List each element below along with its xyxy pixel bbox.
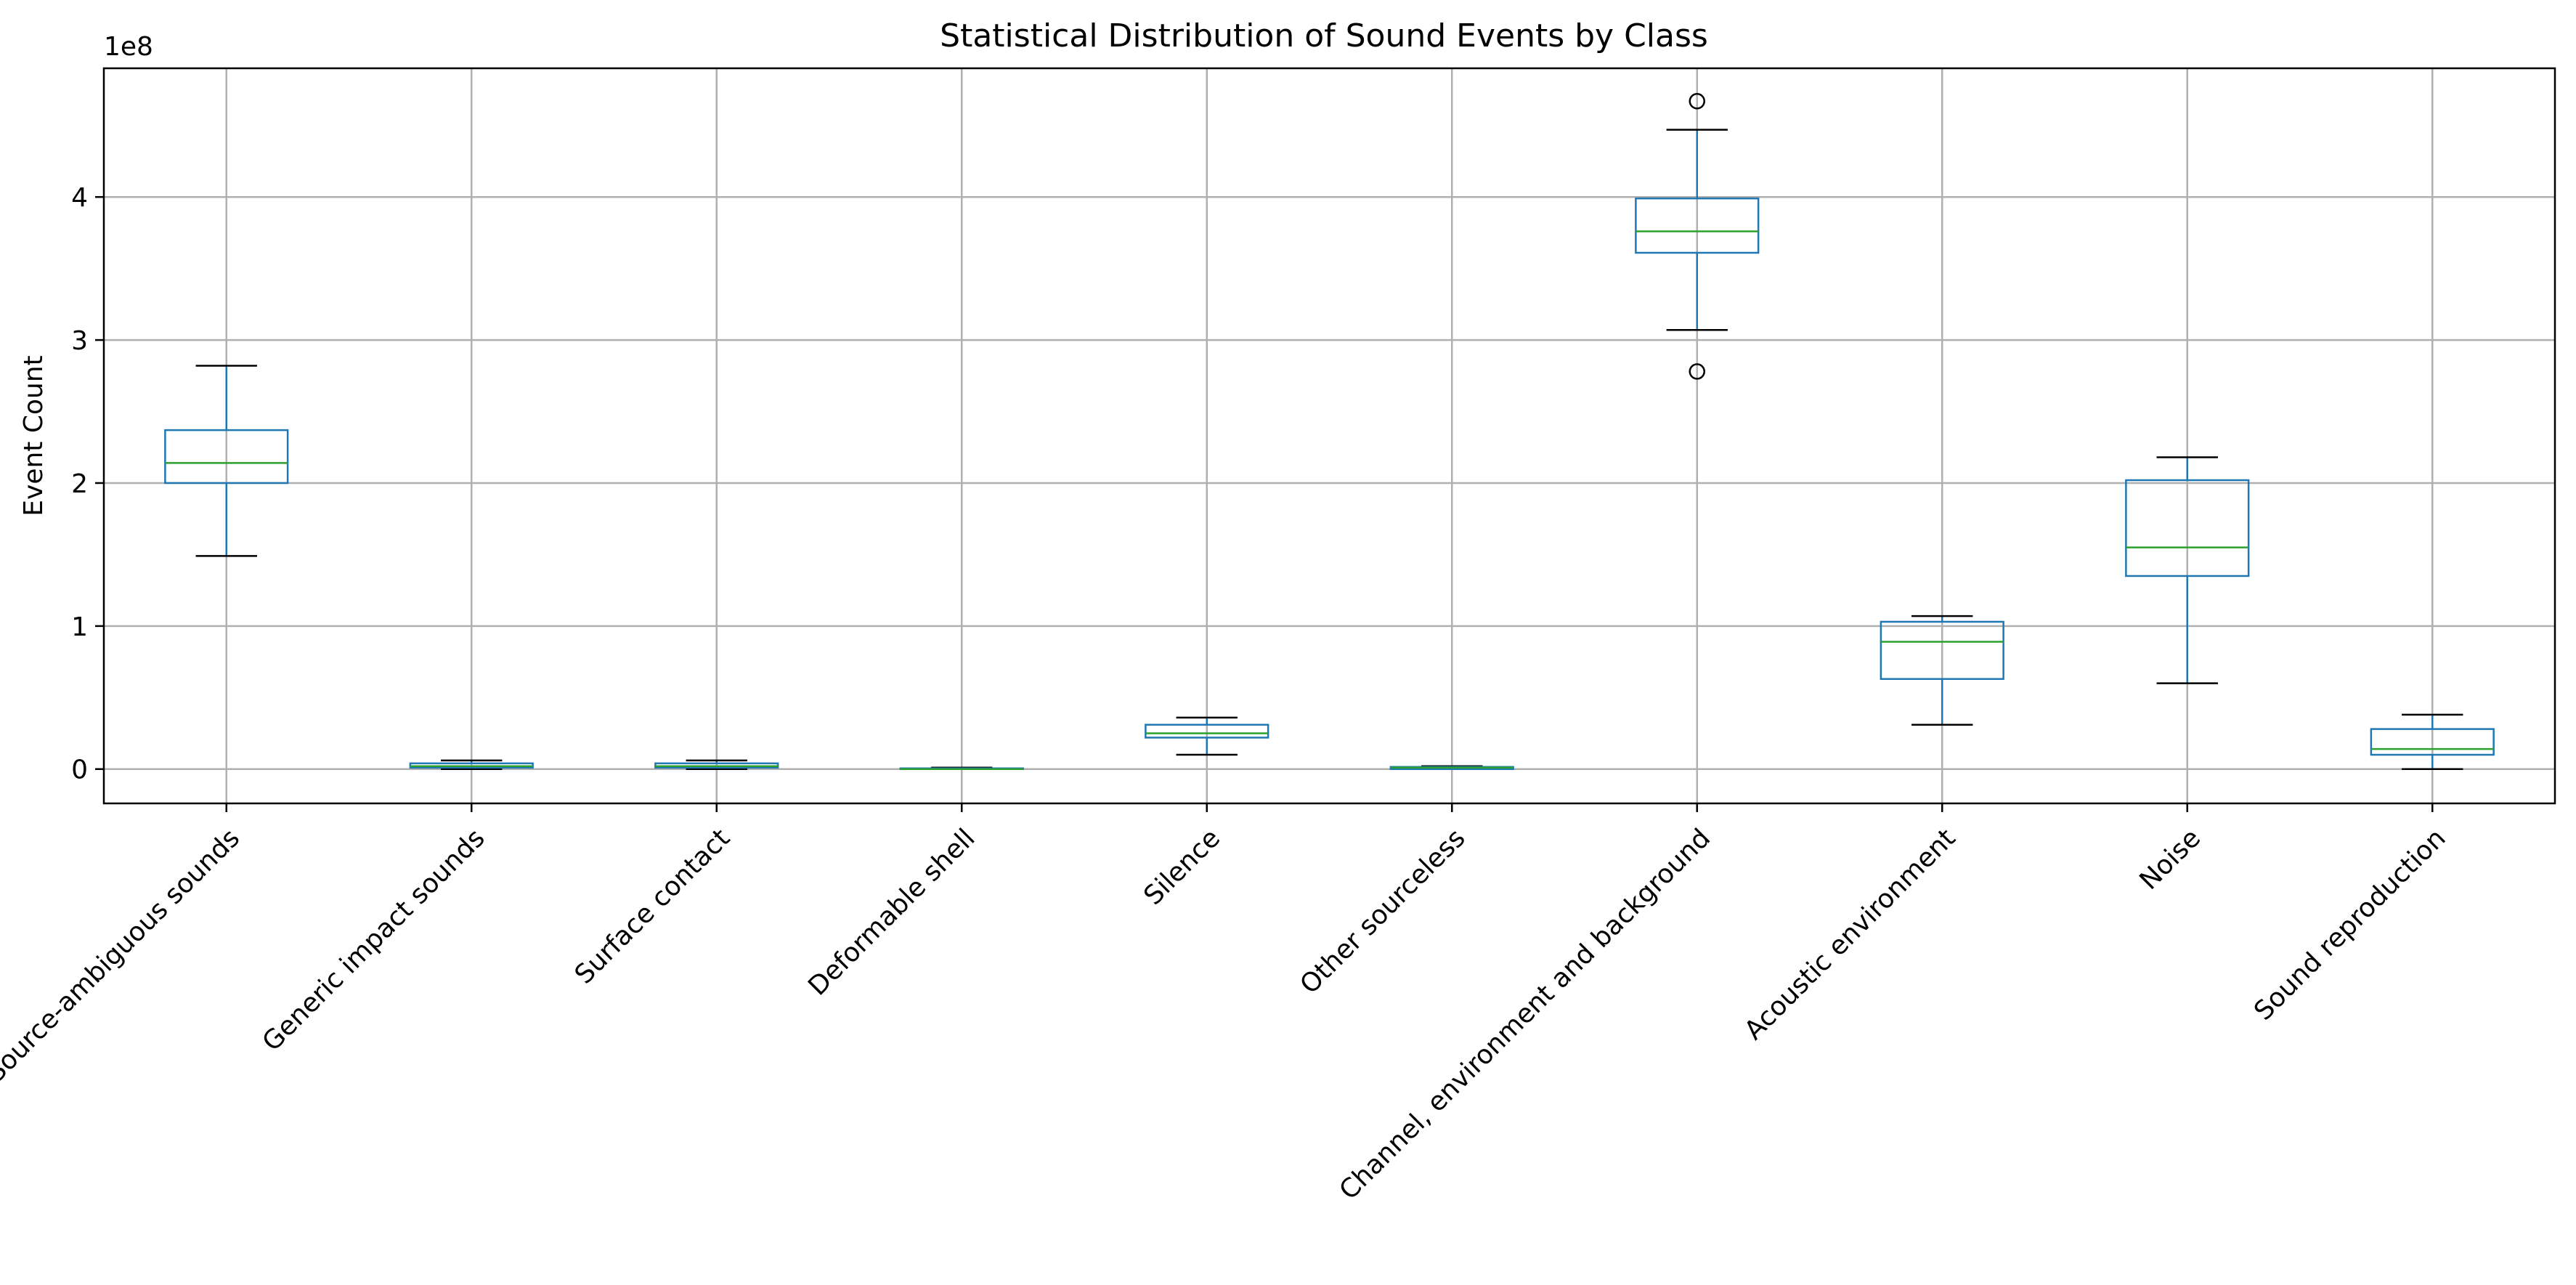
x-tick-label: Generic impact sounds xyxy=(257,823,491,1057)
y-tick-label: 4 xyxy=(71,183,88,213)
box-iqr xyxy=(2125,479,2250,577)
y-tick-label: 3 xyxy=(71,326,88,356)
y-tick-label: 0 xyxy=(71,755,88,785)
x-tick-label: Surface contact xyxy=(569,823,736,989)
plot-area-frame xyxy=(102,67,2556,805)
grid-lines xyxy=(104,68,2555,803)
x-tick-label: Sound reproduction xyxy=(2248,823,2452,1026)
x-tick-label: Silence xyxy=(1138,823,1226,911)
axis-ticks: 0 1 2 3 4 Source-ambiguous sounds Generic impa… xyxy=(0,183,2452,1206)
x-tick-label: Other sourceless xyxy=(1294,823,1471,1000)
box-iqr xyxy=(164,429,289,485)
box-iqr xyxy=(1880,620,2004,680)
box-marks xyxy=(164,93,2495,770)
chart-title: Statistical Distribution of Sound Events… xyxy=(940,17,1708,54)
x-tick-label: Noise xyxy=(2134,823,2207,896)
y-axis-offset-label: 1e8 xyxy=(104,32,153,62)
box-iqr xyxy=(2370,728,2495,756)
box-outlier xyxy=(1689,363,1705,380)
y-tick-label: 2 xyxy=(71,469,88,499)
x-tick-label: Deformable shell xyxy=(803,823,980,1001)
box-iqr xyxy=(1635,197,1760,254)
box-outlier xyxy=(1689,93,1705,110)
y-axis-label: Event Count xyxy=(19,355,49,516)
x-tick-label: Acoustic environment xyxy=(1739,823,1961,1045)
x-tick-label: Channel, environment and background xyxy=(1334,823,1716,1205)
y-tick-label: 1 xyxy=(71,612,88,642)
x-tick-label: Source-ambiguous sounds xyxy=(0,823,245,1088)
box-iqr xyxy=(1145,723,1269,739)
